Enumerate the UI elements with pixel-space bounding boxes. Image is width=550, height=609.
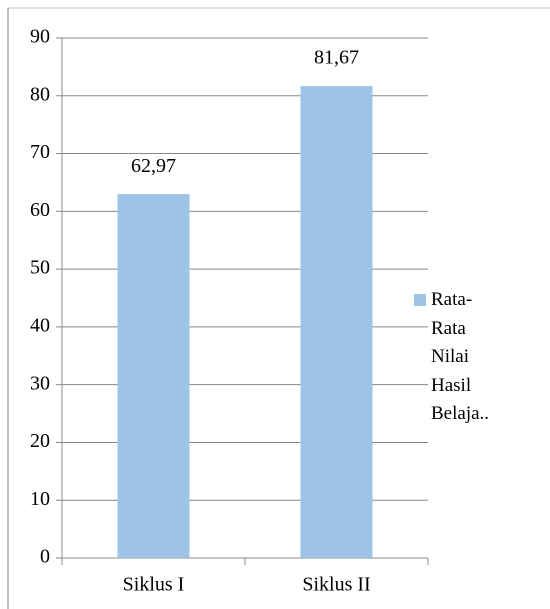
legend-label: Rata-Rata Nilai Hasil Belaja.. xyxy=(431,289,490,425)
y-tick-label: 20 xyxy=(30,430,50,452)
y-tick-label: 10 xyxy=(30,488,50,510)
y-tick-label: 40 xyxy=(30,314,50,336)
y-tick-label: 80 xyxy=(30,83,50,105)
x-tick-label: Siklus I xyxy=(123,574,185,596)
y-tick-label: 30 xyxy=(30,372,50,394)
bar xyxy=(117,194,190,558)
legend: Rata-Rata Nilai Hasil Belaja.. xyxy=(414,286,493,429)
data-label: 62,97 xyxy=(131,155,176,177)
y-tick-label: 50 xyxy=(30,257,50,279)
y-tick-label: 60 xyxy=(30,199,50,221)
y-tick-label: 70 xyxy=(30,141,50,163)
bar xyxy=(300,86,373,558)
data-label: 81,67 xyxy=(314,47,359,69)
legend-swatch xyxy=(414,294,426,306)
y-tick-label: 0 xyxy=(40,546,50,568)
y-tick-label: 90 xyxy=(30,26,50,48)
x-tick-label: Siklus II xyxy=(302,574,370,596)
